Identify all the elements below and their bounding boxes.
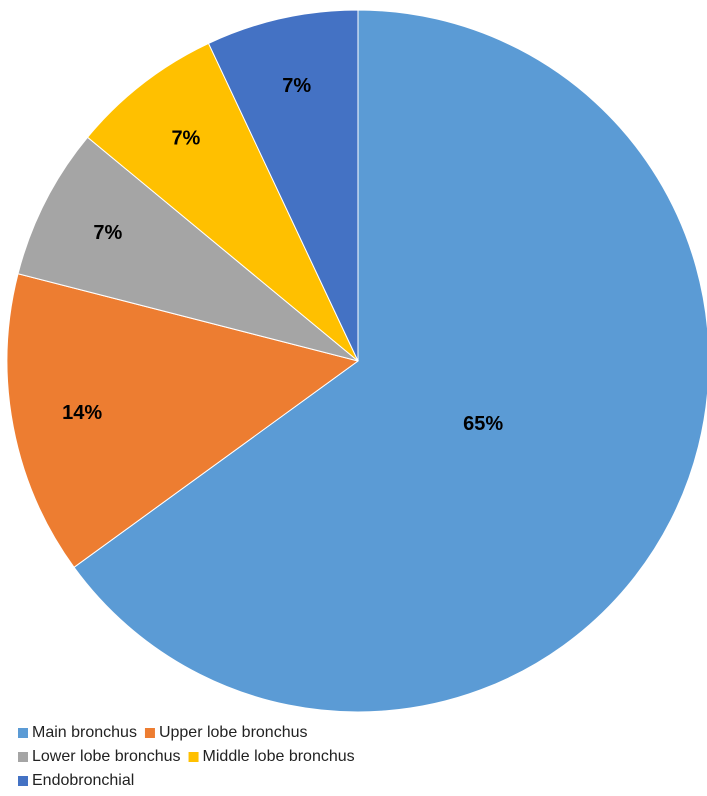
pie-slice: [73, 9, 707, 713]
data-label: 7%: [93, 222, 122, 244]
data-label: 65%: [463, 413, 503, 435]
legend-label: Endobronchial: [32, 772, 134, 789]
legend-swatch: [18, 728, 28, 738]
legend-swatch: [144, 728, 155, 738]
legend-label: Middle lobe bronchus: [203, 748, 355, 765]
legend-label: Lower lobe bronchus: [32, 748, 181, 765]
pie-slice: [86, 42, 359, 362]
pie-slice: [17, 136, 359, 362]
pie-slice: [6, 273, 360, 569]
data-label: 7%: [282, 75, 311, 97]
data-label: 7%: [171, 127, 200, 149]
data-label: 14%: [62, 402, 102, 424]
pie-slice: [207, 9, 359, 362]
legend-label: Main bronchus: [32, 724, 137, 741]
legend-swatch: [188, 752, 199, 762]
legend-label: Upper lobe bronchus: [159, 724, 308, 741]
legend-swatch: [18, 776, 28, 786]
legend-swatch: [18, 752, 28, 762]
